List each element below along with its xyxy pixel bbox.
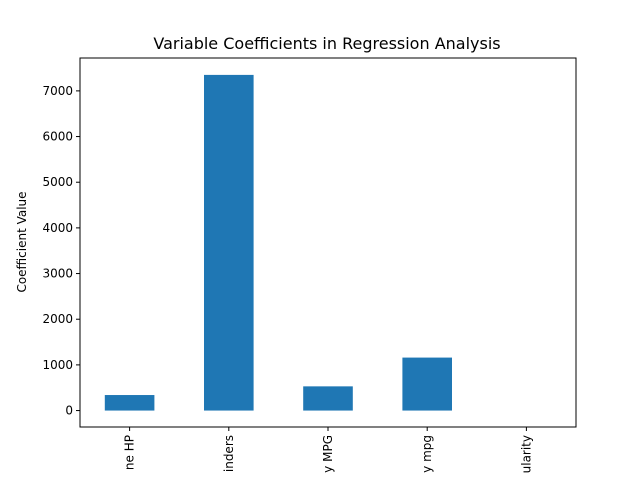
chart-title: Variable Coefficients in Regression Anal… (153, 34, 500, 53)
x-tick-label: ne HP (123, 435, 137, 470)
y-axis-label: Coefficient Value (15, 191, 29, 292)
y-tick-label: 0 (65, 404, 73, 418)
y-tick-label: 7000 (42, 84, 73, 98)
plot-area (104, 74, 452, 411)
y-tick-label: 1000 (42, 358, 73, 372)
y-tick-label: 6000 (42, 130, 73, 144)
x-tick-label: y mpg (420, 435, 434, 473)
bar (303, 386, 353, 411)
y-tick-label: 2000 (42, 312, 73, 326)
x-tick-label: inders (222, 435, 236, 472)
bar (104, 395, 155, 411)
bar (204, 74, 254, 411)
y-tick-label: 4000 (42, 221, 73, 235)
x-tick-label: y MPG (321, 435, 335, 473)
y-tick-label: 3000 (42, 267, 73, 281)
bar (402, 357, 452, 411)
y-tick-label: 5000 (42, 175, 73, 189)
x-tick-label: ularity (519, 435, 533, 473)
